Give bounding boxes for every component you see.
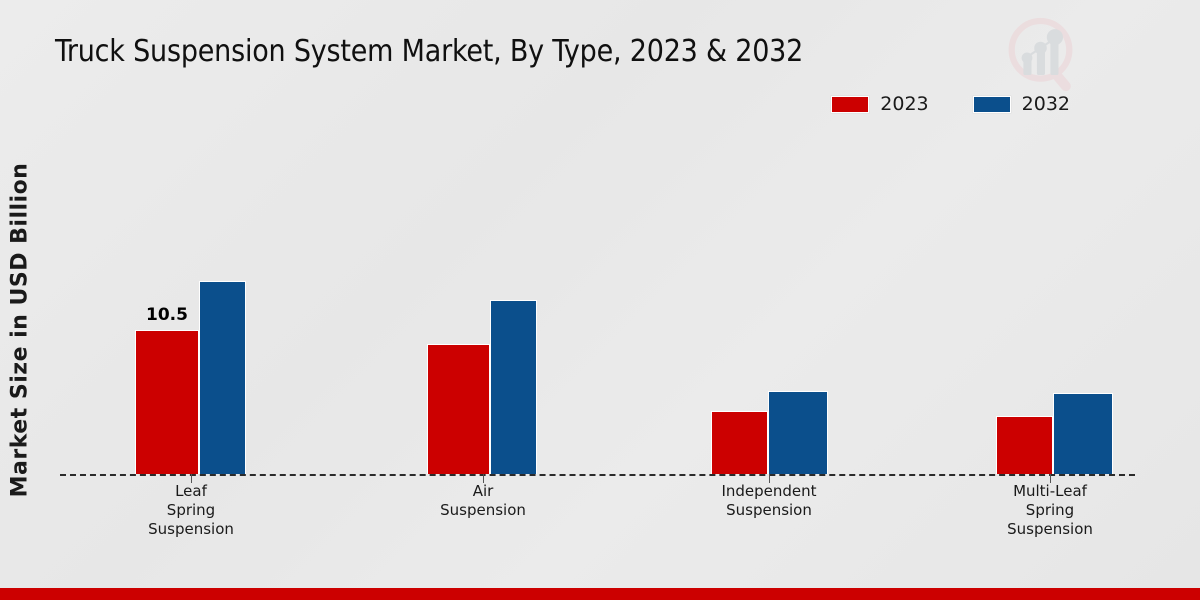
legend-label-2023: 2023: [880, 93, 929, 115]
x-axis-label-3: Multi-Leaf Spring Suspension: [1007, 482, 1093, 539]
x-axis-label-line: Multi-Leaf: [1013, 482, 1087, 500]
bar-2023-0[interactable]: 10.5: [135, 305, 199, 474]
legend-swatch-2023: [831, 95, 870, 113]
legend-swatch-2032: [972, 95, 1011, 113]
bar-2023-1[interactable]: [427, 344, 490, 474]
legend-item-2023[interactable]: 2023: [831, 93, 929, 115]
x-axis-tick-2: [769, 474, 770, 483]
bar-2032-1[interactable]: [490, 300, 537, 474]
x-axis-label-line: Independent: [721, 482, 817, 500]
x-axis-tick-0: [191, 474, 192, 483]
bar-2032-0[interactable]: [199, 281, 246, 474]
x-axis-tick-1: [483, 474, 484, 483]
x-axis-label-0: Leaf Spring Suspension: [148, 482, 234, 539]
axis-baseline: [60, 474, 1135, 476]
bar-2023-2[interactable]: [711, 411, 768, 474]
bar-2023-3[interactable]: [996, 416, 1053, 474]
bottom-accent-strip: [0, 588, 1200, 600]
bar-2032-2[interactable]: [768, 391, 828, 474]
y-axis-title-text: Market Size in USD Billion: [7, 162, 33, 498]
x-axis-label-line: Air: [472, 482, 494, 500]
x-axis-label-1: Air Suspension: [440, 482, 526, 520]
chart-legend: 2023 2032: [831, 93, 1070, 115]
x-axis-label-line: Suspension: [1007, 520, 1093, 538]
x-axis-label-line: Suspension: [148, 520, 234, 538]
page-title: Truck Suspension System Market, By Type,…: [55, 34, 804, 69]
legend-label-2032: 2032: [1021, 93, 1070, 115]
watermark-logo-icon: [1000, 12, 1090, 102]
bar-2032-3[interactable]: [1053, 393, 1113, 474]
x-axis-label-line: Suspension: [726, 501, 812, 519]
x-axis-label-line: Spring: [166, 501, 216, 519]
legend-item-2032[interactable]: 2032: [972, 93, 1070, 115]
x-axis-label-line: Suspension: [440, 501, 526, 519]
x-axis-label-line: Leaf: [175, 482, 207, 500]
x-axis-tick-3: [1050, 474, 1051, 483]
x-axis-label-2: Independent Suspension: [721, 482, 816, 520]
x-axis-label-line: Spring: [1025, 501, 1075, 519]
bar-value-label-0: 10.5: [146, 305, 188, 325]
y-axis-title: Market Size in USD Billion: [0, 160, 40, 500]
